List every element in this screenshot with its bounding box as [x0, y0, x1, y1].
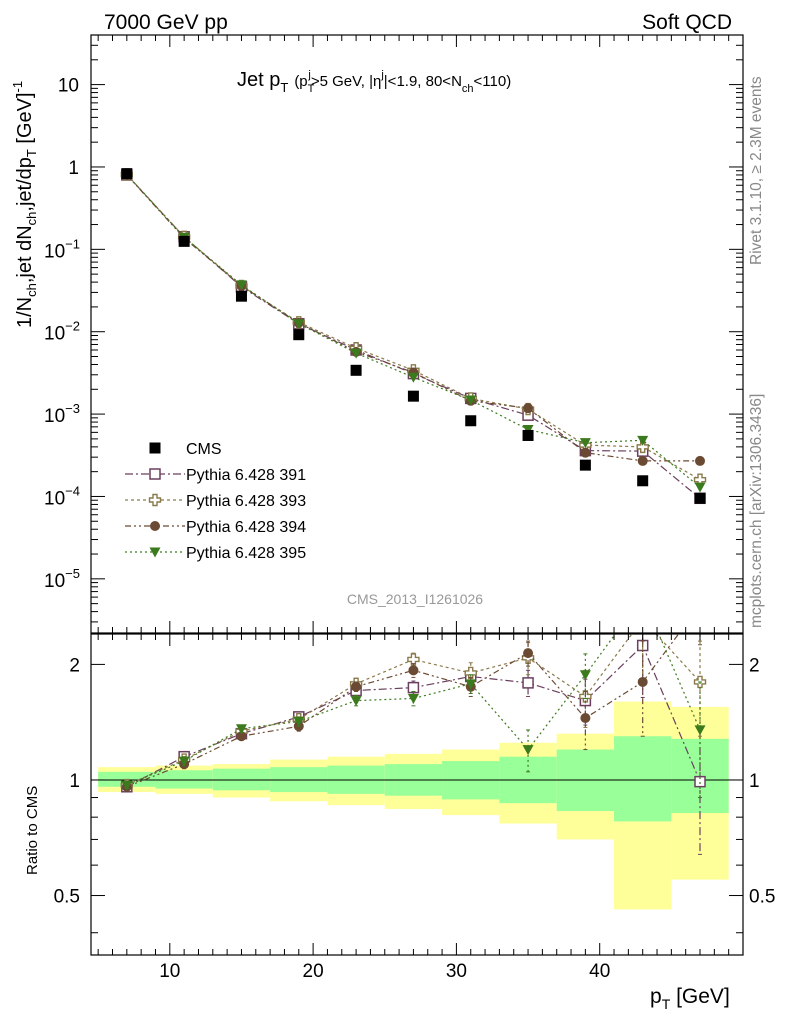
- legend-label-3: Pythia 6.428 395: [186, 545, 306, 562]
- ratio-2-point: [637, 676, 648, 687]
- ratio-tick-label-left: 2: [69, 655, 80, 676]
- ratio-3-point: [350, 696, 362, 707]
- series-3-point: [407, 372, 419, 383]
- cms-data-point: [579, 459, 591, 471]
- x-tick-label: 40: [589, 961, 610, 982]
- ratio-3-point: [178, 756, 190, 767]
- cms-data-point: [178, 235, 190, 247]
- y-tick-label-top: 10−5: [44, 566, 80, 592]
- ratio-panel-frame: [90, 633, 744, 956]
- header-category-label: Soft QCD: [642, 11, 732, 34]
- ratio-line-3: [126, 634, 701, 786]
- x-axis-label: pT [GeV]: [650, 985, 730, 1012]
- top-panel-frame: [90, 34, 744, 634]
- series-3-point: [350, 348, 362, 359]
- ratio-0-point: [522, 677, 534, 689]
- axes-frames-group: [90, 34, 744, 956]
- ratio-tick-label-right: 2: [749, 655, 760, 676]
- ratio-tick-label-left: 1: [69, 771, 80, 792]
- ratio-band-inner: [155, 770, 213, 789]
- y-tick-label-top: 10−3: [44, 401, 80, 427]
- ratio-3-point: [407, 694, 419, 705]
- series-3-point: [579, 438, 591, 449]
- legend: CMS Pythia 6.428 391 Pythia 6.428 393 Pythi…: [125, 441, 306, 562]
- series-2-point: [523, 403, 534, 414]
- cms-data-point: [350, 364, 362, 376]
- x-tick-label: 20: [303, 961, 324, 982]
- cms-data-point: [637, 475, 649, 487]
- legend-cms-marker: [149, 442, 161, 454]
- ratio-1-point: [637, 614, 648, 625]
- ratio-2-point: [580, 713, 591, 724]
- ratio-3-point: [522, 745, 534, 756]
- legend-marker-3: [149, 547, 161, 558]
- cms-data-point: [235, 290, 247, 302]
- ratio-3-point: [637, 592, 648, 602]
- series-3-point: [235, 280, 247, 291]
- ratio-band-group: [91, 701, 743, 910]
- series-3-point: [465, 395, 477, 406]
- legend-label-0: Pythia 6.428 391: [186, 467, 306, 484]
- analysis-id-label: CMS_2013_I1261026: [347, 591, 483, 607]
- series-1-point: [636, 440, 649, 454]
- series-line-2: [126, 174, 700, 462]
- cms-data-point: [465, 415, 477, 427]
- series-2-point: [580, 447, 591, 458]
- ratio-tick-label-right: 0.5: [749, 887, 775, 908]
- series-2-point: [695, 455, 706, 466]
- ratio-1-point: [407, 653, 420, 666]
- series-3-point: [637, 435, 649, 446]
- ratio-3-point: [465, 679, 477, 690]
- header-energy-label: 7000 GeV pp: [104, 11, 228, 34]
- ratio-3-point: [121, 780, 133, 791]
- ratio-2-point: [408, 665, 419, 676]
- rivet-version-label: Rivet 3.1.10, ≥ 2.3M events: [748, 76, 765, 265]
- ratio-1-point: [464, 666, 477, 680]
- legend-marker-2: [150, 521, 160, 531]
- ratio-tick-label-right: 1: [749, 771, 760, 792]
- y-tick-label-top: 10−1: [44, 236, 80, 262]
- data-marks-group: [120, 168, 707, 855]
- y-tick-label-top: 10−4: [44, 483, 80, 509]
- ratio-3-point: [579, 670, 591, 681]
- y-axis-label-ratio: Ratio to CMS: [24, 786, 41, 875]
- y-tick-label-top: 10−2: [44, 319, 80, 345]
- cms-data-point: [293, 329, 305, 341]
- ratio-line-2: [126, 634, 680, 788]
- ratio-tick-label-left: 0.5: [54, 887, 80, 908]
- cms-data-point: [694, 492, 706, 504]
- top-series-group: [120, 168, 707, 505]
- legend-cms-label: CMS: [186, 441, 222, 458]
- y-tick-label-top: 10: [58, 76, 79, 97]
- cms-data-point: [121, 168, 133, 180]
- ratio-3-point: [235, 724, 247, 735]
- ratio-band-inner: [614, 736, 672, 822]
- axis-ticks-group: 10 20 30 40 10 1 10−1 10−2 10−3 10−4 10−5 0.5 0.5 1 1 2…: [44, 34, 775, 982]
- plot-title: Jet pT (pTj>5 GeV, |ηj|<1.9, 80<Nch<110): [237, 69, 511, 95]
- ratio-series-group: [120, 592, 707, 855]
- ratio-2-point: [236, 731, 247, 742]
- legend-label-1: Pythia 6.428 393: [186, 493, 306, 510]
- x-tick-label: 30: [446, 961, 467, 982]
- series-2-point: [637, 455, 648, 466]
- legend-marker-1: [148, 493, 162, 507]
- ratio-0-point: [694, 775, 706, 788]
- ratio-2-point: [695, 600, 705, 610]
- ratio-3-point: [694, 725, 706, 736]
- series-3-point: [293, 319, 305, 330]
- legend-label-2: Pythia 6.428 394: [186, 519, 306, 536]
- cms-data-point: [407, 390, 419, 402]
- y-tick-label-top: 1: [68, 158, 79, 179]
- x-tick-label: 10: [159, 961, 180, 982]
- ratio-3-point: [293, 717, 305, 728]
- ratio-2-point: [351, 681, 362, 692]
- series-3-point: [694, 482, 706, 493]
- mcplots-reference-label: mcplots.cern.ch [arXiv:1306.3436]: [748, 394, 765, 628]
- ratio-2-point: [523, 648, 534, 659]
- series-line-1: [126, 174, 701, 481]
- legend-marker-0: [149, 468, 161, 480]
- y-axis-label-top: 1/Nch,jet dNch,jet/dpT [GeV]-1: [10, 81, 39, 328]
- cms-data-point: [522, 429, 534, 441]
